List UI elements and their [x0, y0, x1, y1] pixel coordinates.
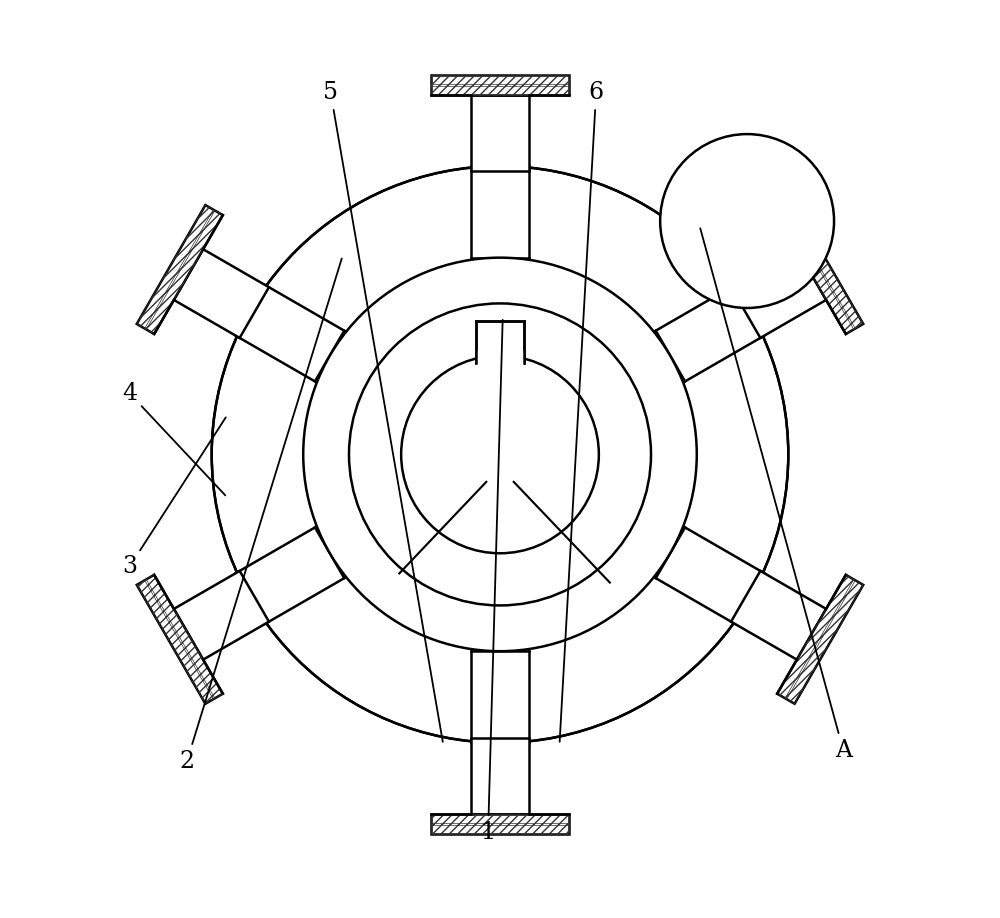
- Polygon shape: [431, 814, 569, 834]
- Polygon shape: [652, 283, 768, 384]
- Polygon shape: [431, 74, 569, 95]
- Circle shape: [660, 134, 834, 308]
- Polygon shape: [471, 95, 529, 171]
- Polygon shape: [137, 205, 223, 334]
- Polygon shape: [777, 205, 863, 334]
- Text: 3: 3: [122, 418, 226, 578]
- Circle shape: [303, 258, 697, 651]
- Polygon shape: [174, 571, 269, 660]
- Polygon shape: [471, 162, 529, 263]
- Polygon shape: [471, 646, 529, 747]
- Text: A: A: [700, 229, 852, 762]
- Polygon shape: [731, 571, 826, 660]
- Polygon shape: [731, 249, 826, 338]
- Polygon shape: [232, 283, 348, 384]
- Polygon shape: [476, 351, 524, 364]
- Polygon shape: [652, 525, 768, 626]
- Text: 4: 4: [122, 382, 225, 496]
- Text: 2: 2: [179, 259, 342, 773]
- Text: 5: 5: [323, 82, 443, 742]
- Polygon shape: [232, 525, 348, 626]
- Circle shape: [212, 166, 788, 743]
- Polygon shape: [777, 575, 863, 704]
- Polygon shape: [471, 738, 529, 814]
- Polygon shape: [476, 320, 524, 364]
- Polygon shape: [174, 249, 269, 338]
- Polygon shape: [137, 575, 223, 704]
- Text: 6: 6: [560, 82, 604, 742]
- Text: 1: 1: [481, 319, 503, 844]
- Circle shape: [401, 355, 599, 554]
- Circle shape: [349, 304, 651, 606]
